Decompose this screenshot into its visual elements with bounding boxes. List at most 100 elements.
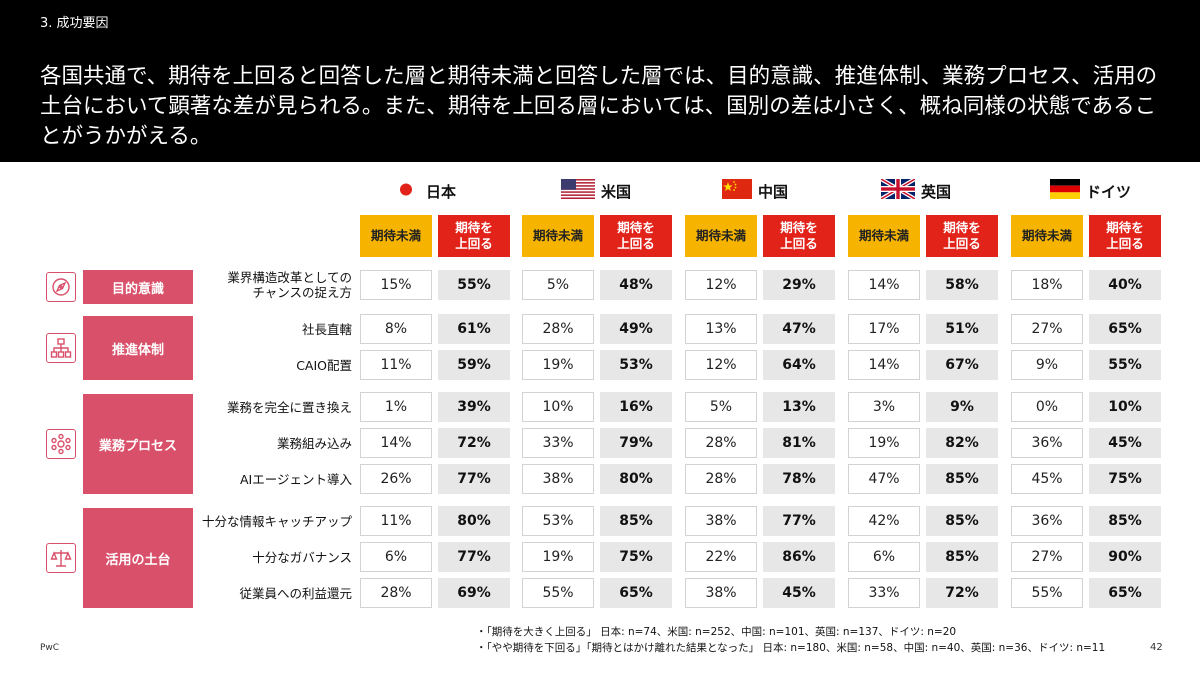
uk-flag-icon xyxy=(879,177,917,203)
value-below-cell: 55% xyxy=(522,578,594,608)
value-below-cell: 36% xyxy=(1011,428,1083,458)
value-above-cell: 79% xyxy=(600,428,672,458)
country-china: 中国 xyxy=(722,179,789,203)
value-above-cell: 9% xyxy=(926,392,998,422)
row-label: 十分な情報キャッチアップ xyxy=(201,513,352,529)
value-above-cell: 29% xyxy=(763,270,835,300)
value-below-cell: 12% xyxy=(685,350,757,380)
value-below-cell: 12% xyxy=(685,270,757,300)
value-above-cell: 45% xyxy=(1089,428,1161,458)
value-above-cell: 65% xyxy=(1089,314,1161,344)
header-below-expectation: 期待未満 xyxy=(685,215,757,257)
value-below-cell: 28% xyxy=(685,464,757,494)
row-label: 十分なガバナンス xyxy=(252,549,352,565)
row-label: 従業員への利益還元 xyxy=(239,585,352,601)
value-below-cell: 3% xyxy=(848,392,920,422)
country-japan: 日本 xyxy=(392,179,457,203)
value-above-cell: 85% xyxy=(926,464,998,494)
section-label: 3. 成功要因 xyxy=(40,16,109,31)
value-above-cell: 13% xyxy=(763,392,835,422)
value-above-cell: 39% xyxy=(438,392,510,422)
header-above-expectation: 期待を 上回る xyxy=(926,215,998,257)
header-below-expectation: 期待未満 xyxy=(1011,215,1083,257)
country-name: 日本 xyxy=(426,182,457,201)
value-above-cell: 53% xyxy=(600,350,672,380)
value-above-cell: 72% xyxy=(926,578,998,608)
value-above-cell: 85% xyxy=(926,506,998,536)
value-above-cell: 78% xyxy=(763,464,835,494)
country-usa: 米国 xyxy=(561,179,632,202)
china-flag-icon xyxy=(722,179,752,203)
value-below-cell: 9% xyxy=(1011,350,1083,380)
value-above-cell: 47% xyxy=(763,314,835,344)
value-above-cell: 75% xyxy=(1089,464,1161,494)
value-below-cell: 17% xyxy=(848,314,920,344)
value-above-cell: 85% xyxy=(1089,506,1161,536)
header-below-expectation: 期待未満 xyxy=(848,215,920,257)
value-above-cell: 77% xyxy=(438,464,510,494)
sample-note-above: ・「期待を大きく上回る」 日本: n=74、米国: n=252、中国: n=10… xyxy=(476,626,957,638)
value-below-cell: 5% xyxy=(522,270,594,300)
header-above-expectation: 期待を 上回る xyxy=(763,215,835,257)
value-above-cell: 80% xyxy=(438,506,510,536)
value-above-cell: 77% xyxy=(763,506,835,536)
country-name: 中国 xyxy=(758,182,789,201)
value-below-cell: 28% xyxy=(685,428,757,458)
germany-flag-icon xyxy=(1050,179,1080,203)
value-above-cell: 81% xyxy=(763,428,835,458)
value-above-cell: 61% xyxy=(438,314,510,344)
value-below-cell: 42% xyxy=(848,506,920,536)
value-below-cell: 47% xyxy=(848,464,920,494)
value-below-cell: 26% xyxy=(360,464,432,494)
value-above-cell: 51% xyxy=(926,314,998,344)
value-below-cell: 19% xyxy=(848,428,920,458)
value-above-cell: 16% xyxy=(600,392,672,422)
value-below-cell: 27% xyxy=(1011,314,1083,344)
value-below-cell: 19% xyxy=(522,350,594,380)
row-label: 業務を完全に置き換え xyxy=(226,399,352,415)
value-above-cell: 86% xyxy=(763,542,835,572)
header-above-expectation: 期待を 上回る xyxy=(600,215,672,257)
row-label: 社長直轄 xyxy=(301,321,352,337)
value-below-cell: 33% xyxy=(848,578,920,608)
value-below-cell: 8% xyxy=(360,314,432,344)
value-below-cell: 14% xyxy=(848,270,920,300)
value-below-cell: 14% xyxy=(360,428,432,458)
japan-flag-icon xyxy=(392,179,420,203)
row-label: 業務組み込み xyxy=(276,435,352,451)
value-above-cell: 58% xyxy=(926,270,998,300)
value-above-cell: 45% xyxy=(763,578,835,608)
value-below-cell: 36% xyxy=(1011,506,1083,536)
value-above-cell: 40% xyxy=(1089,270,1161,300)
country-name: 米国 xyxy=(601,182,632,201)
category-label: 業務プロセス xyxy=(83,394,193,494)
brand-label: PwC xyxy=(40,643,60,653)
title-banner: 3. 成功要因 各国共通で、期待を上回ると回答した層と期待未満と回答した層では、… xyxy=(0,0,1200,162)
value-above-cell: 80% xyxy=(600,464,672,494)
value-below-cell: 38% xyxy=(522,464,594,494)
gear-network-icon xyxy=(46,429,76,459)
page-number: 42 xyxy=(1150,642,1163,653)
value-below-cell: 33% xyxy=(522,428,594,458)
country-germany: ドイツ xyxy=(1050,179,1132,203)
value-above-cell: 75% xyxy=(600,542,672,572)
value-above-cell: 64% xyxy=(763,350,835,380)
value-above-cell: 48% xyxy=(600,270,672,300)
value-below-cell: 28% xyxy=(360,578,432,608)
value-below-cell: 22% xyxy=(685,542,757,572)
value-below-cell: 19% xyxy=(522,542,594,572)
value-below-cell: 38% xyxy=(685,578,757,608)
value-below-cell: 6% xyxy=(360,542,432,572)
value-above-cell: 59% xyxy=(438,350,510,380)
value-above-cell: 85% xyxy=(926,542,998,572)
value-below-cell: 0% xyxy=(1011,392,1083,422)
value-below-cell: 38% xyxy=(685,506,757,536)
category-label: 推進体制 xyxy=(83,316,193,380)
header-above-expectation: 期待を 上回る xyxy=(438,215,510,257)
value-above-cell: 82% xyxy=(926,428,998,458)
value-below-cell: 28% xyxy=(522,314,594,344)
country-name: ドイツ xyxy=(1086,182,1132,201)
row-label: CAIO配置 xyxy=(296,357,352,373)
value-above-cell: 69% xyxy=(438,578,510,608)
value-below-cell: 18% xyxy=(1011,270,1083,300)
